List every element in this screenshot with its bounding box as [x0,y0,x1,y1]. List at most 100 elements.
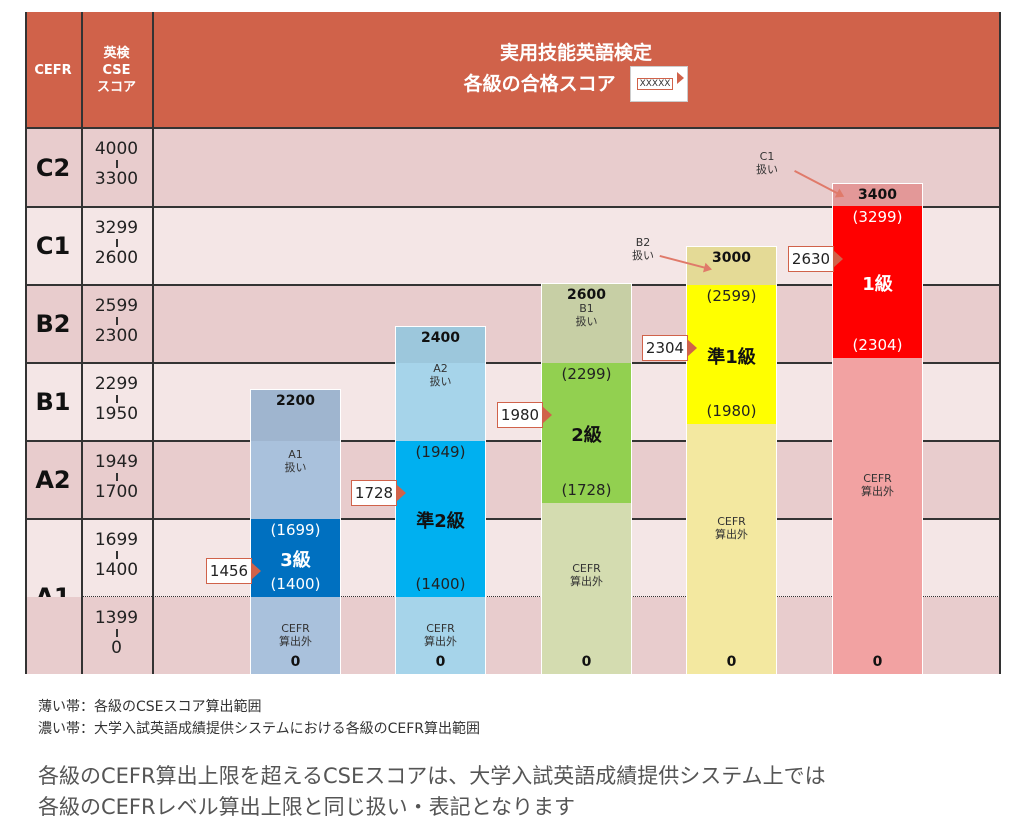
cse-range: 2299 1950 [81,363,152,441]
cap-note: A2 扱い [429,362,452,388]
bar-min-score: 0 [435,654,446,670]
title-line1: 実用技能英語検定 [499,41,652,64]
grade-bar: 2400 A2 扱い CEFR 算出外 0 (1949) (1400) 準2級 [395,326,486,675]
range-dash [115,473,118,481]
cse-range-bottom: 1400 [94,560,139,580]
bar-min-score: 0 [290,654,301,670]
header-cefr: CEFR [25,12,81,129]
row-divider [81,596,1000,598]
range-dash [115,239,118,247]
out-of-range-note: CEFR 算出外 [424,622,457,648]
cefr-lower: (1400) [270,575,321,593]
grade-bar: 3400 CEFR 算出外 0 (3299) (2304) 1級 [832,183,923,675]
row-divider [25,362,1000,364]
out-of-range-note: CEFR 算出外 [279,622,312,648]
cse-range-top: 1949 [94,452,139,472]
cefr-range-segment [542,363,631,503]
cse-range: 1949 1700 [81,441,152,519]
grade-label: 準1級 [707,346,756,368]
cap-note: B1 扱い [575,302,598,328]
range-dash [115,317,118,325]
cefr-upper: (3299) [852,208,903,226]
bar-max-score: 3400 [858,187,897,203]
bar-max-score: 2200 [276,393,315,409]
cse-range-top: 2599 [94,296,139,316]
row-divider [25,518,1000,520]
cefr-range-segment [687,285,776,424]
cse-range-top: 3299 [94,218,139,238]
bar-min-score: 0 [581,654,592,670]
header-cse-line: CSE [102,63,131,78]
range-dash [115,551,118,559]
bar-min-score: 0 [726,654,737,670]
column-divider [152,12,154,674]
title-line2-text: 各級の合格スコア [463,72,616,95]
cse-range: 1699 1400 [81,519,152,597]
cse-range: 2599 2300 [81,285,152,363]
out-of-range-note: CEFR 算出外 [715,515,748,541]
cefr-lower: (1400) [415,575,466,593]
legend-box-text: XXXXX [636,77,674,90]
cefr-range-segment [833,206,922,358]
cse-range-top: 2299 [94,374,139,394]
cse-range: 4000 3300 [81,128,152,207]
header-cse-line: スコア [96,80,136,95]
grade-bar: 3000 CEFR 算出外 0 (2599) (1980) 準1級 [686,246,777,675]
row-divider [25,440,1000,442]
out-of-range-note: CEFR 算出外 [570,562,603,588]
pass-score-callout: 2304 [642,335,697,361]
bar-top-shade [396,327,485,363]
grade-label: 準2級 [416,511,465,532]
cse-range-top: 4000 [94,139,139,159]
pass-score-callout: 1728 [351,480,406,506]
cse-range-bottom: 1700 [94,482,139,502]
cap-note: A1 扱い [284,448,307,474]
bar-top-shade [251,390,340,441]
grade-label: 1級 [862,274,893,295]
cefr-upper: (1699) [270,521,321,539]
bar-max-score: 2400 [421,330,460,346]
pass-score-callout: 1456 [206,558,261,584]
column-divider [25,12,27,674]
cap-note: B2 扱い [632,236,654,262]
cefr-level-label: B1 [35,388,71,416]
bar-max-score: 3000 [712,250,751,266]
cefr-lower: (2304) [852,336,903,354]
cefr-level-label: B2 [35,310,71,338]
column-divider [81,12,83,674]
cse-range-bottom: 2600 [94,248,139,268]
range-dash [115,395,118,403]
header-divider [25,127,1000,129]
range-dash [115,629,118,637]
grade-label: 2級 [571,425,602,446]
grade-label: 3級 [280,550,311,571]
cefr-upper: (1949) [415,443,466,461]
cefr-level-label: C2 [35,153,71,182]
row-divider [25,206,1000,208]
header-cse: 英検 CSE スコア [81,12,152,129]
pass-score-callout: 2630 [788,246,843,272]
pass-score-callout: 1980 [497,402,552,428]
bar-top-shade [833,184,922,206]
cefr-level-label: A2 [35,466,71,494]
row-divider [25,284,1000,286]
footer-text-line1: 各級のCEFR算出上限を超えるCSEスコアは、大学入試英語成績提供システム上では [38,764,826,788]
range-dash [115,160,118,168]
cse-range-bottom: 1950 [94,404,139,424]
footer-text-line2: 各級のCEFRレベル算出上限と同じ扱い・表記となります [38,795,575,819]
cefr-lower: (1980) [706,402,757,420]
cap-note: C1 扱い [756,150,778,176]
cefr-range-segment [396,441,485,597]
header-title: 実用技能英語検定 各級の合格スコア XXXXX [152,12,1000,129]
cse-range: 1399 0 [81,597,152,674]
cse-range-top: 1399 [94,608,139,628]
cse-range-bottom: 3300 [94,169,139,189]
cefr-range-segment [251,519,340,597]
grade-bar: 2600 B1 扱い CEFR 算出外 0 (2299) (1728) 2級 [541,283,632,675]
bar-top-shade [542,284,631,363]
footer-note-light: 薄い帯：各級のCSEスコア算出範囲 [38,699,262,715]
column-divider [999,12,1001,674]
arrow-icon [677,71,685,84]
cse-range: 3299 2600 [81,207,152,285]
header-cse-line: 英検 [103,46,130,61]
